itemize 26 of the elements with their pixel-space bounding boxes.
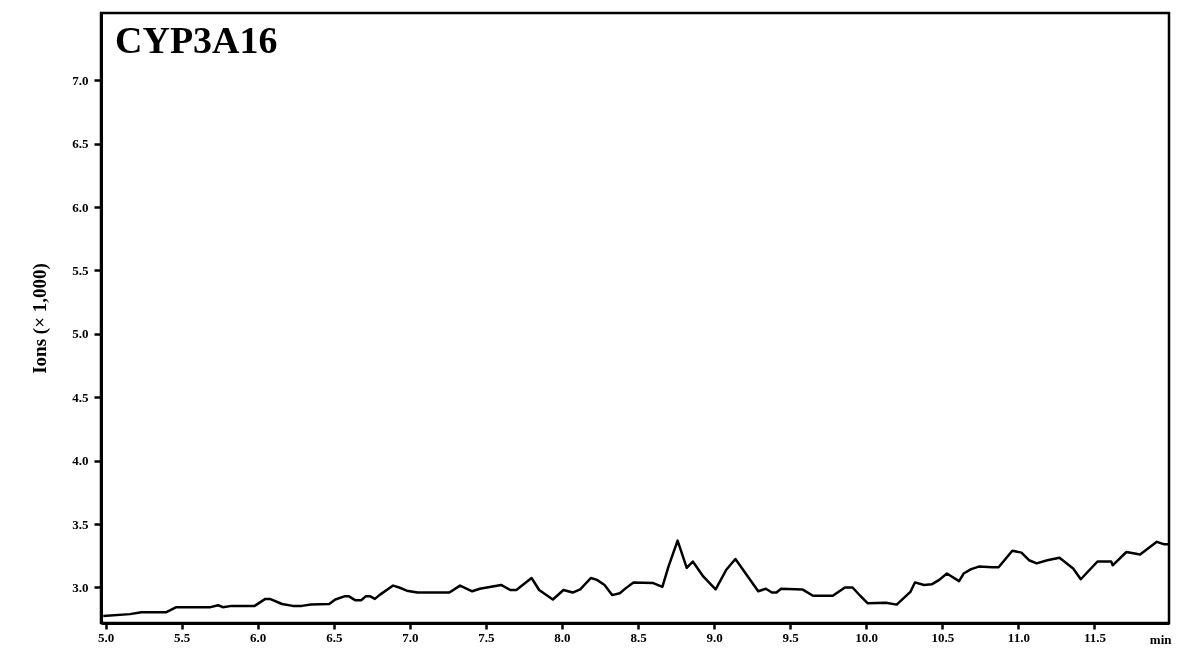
y-tick-label: 5.0 — [72, 326, 89, 342]
y-tick-label: 3.0 — [72, 579, 89, 595]
x-tick-label: 6.5 — [326, 629, 343, 645]
x-tick-label: 9.5 — [782, 629, 800, 645]
chart-title: CYP3A16 — [115, 19, 278, 61]
x-tick-label: 7.0 — [402, 629, 419, 645]
x-tick-label: 8.0 — [554, 629, 571, 645]
y-tick-label: 5.5 — [72, 262, 89, 278]
y-axis-title: Ions (× 1,000) — [29, 263, 52, 374]
y-tick-label: 4.5 — [72, 389, 89, 405]
x-tick-label: 10.5 — [931, 629, 955, 645]
x-tick-label: 7.5 — [478, 629, 496, 645]
x-tick-label: 5.0 — [97, 629, 115, 645]
y-tick-label: 6.5 — [72, 136, 89, 152]
y-tick-label: 6.0 — [72, 199, 89, 215]
y-tick-label: 4.0 — [72, 453, 89, 469]
x-tick-label: 11.5 — [1083, 629, 1107, 645]
x-tick-label: 8.5 — [630, 629, 648, 645]
x-tick-label: 5.5 — [174, 629, 191, 645]
x-tick-label: 10.0 — [855, 629, 879, 645]
x-axis-title: min — [1149, 631, 1173, 647]
x-tick-label: 9.0 — [706, 629, 723, 645]
y-tick-label: 7.0 — [72, 72, 89, 88]
x-tick-label: 11.0 — [1007, 629, 1030, 645]
x-tick-label: 6.0 — [250, 629, 267, 645]
y-tick-label: 3.5 — [72, 516, 89, 532]
